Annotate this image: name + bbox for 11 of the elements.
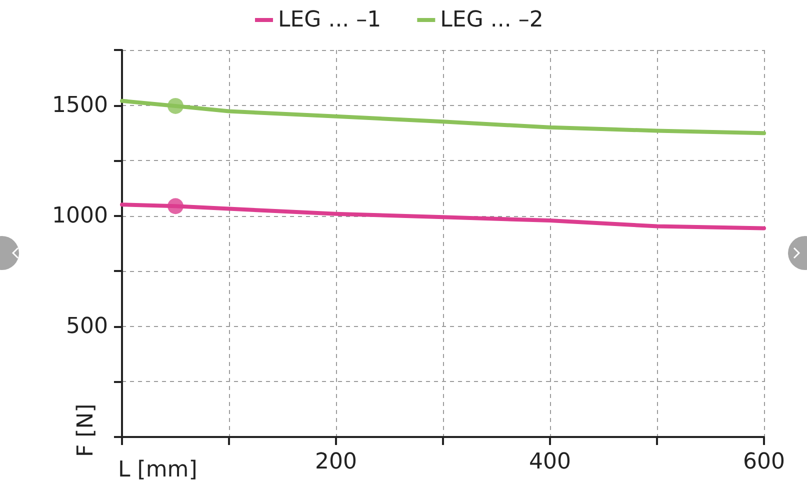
x-tick-label: 400 (529, 450, 571, 474)
line-series (120, 98, 766, 136)
legend-label: LEG ... –2 (440, 8, 544, 32)
x-tick-label: 600 (743, 450, 785, 474)
y-axis-title: F [N] (74, 404, 98, 457)
y-tick-label: 500 (66, 314, 108, 339)
y-tick-label: 1000 (52, 203, 108, 228)
x-tick-label: 200 (315, 450, 357, 474)
y-tick-label: 1500 (52, 92, 108, 118)
legend-label: LEG ... –1 (278, 8, 382, 32)
x-axis-title: L [mm] (118, 458, 198, 482)
